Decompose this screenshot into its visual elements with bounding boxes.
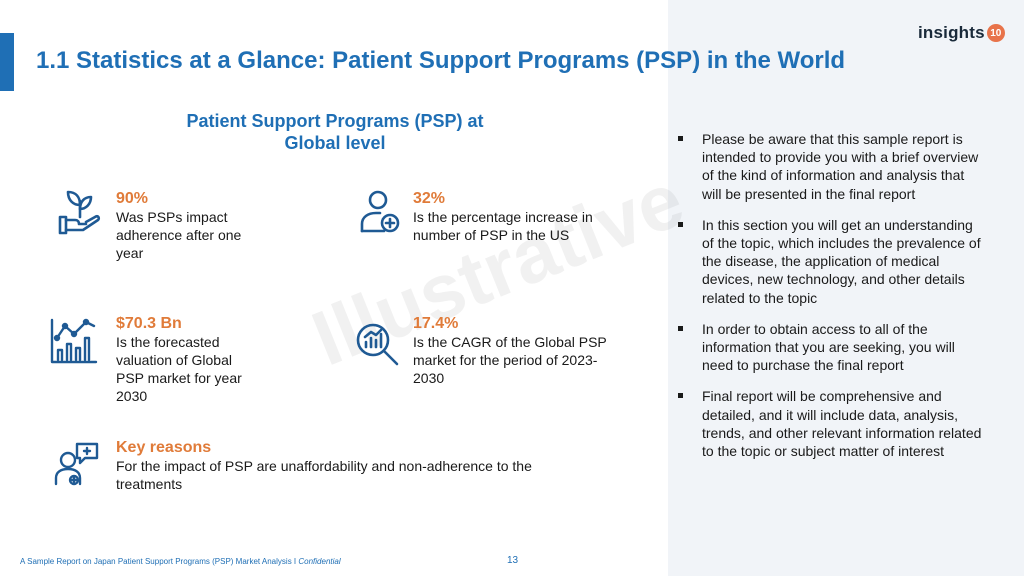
list-item-text: Please be aware that this sample report … <box>702 131 979 202</box>
list-item-text: In this section you will get an understa… <box>702 216 981 306</box>
list-item: In this section you will get an understa… <box>676 216 986 307</box>
stat-card: $70.3 Bn Is the forecasted valuation of … <box>116 314 306 405</box>
page-number: 13 <box>507 555 519 566</box>
stat-card: 90% Was PSPs impact adherence after one … <box>116 189 306 262</box>
company-logo: insights 10 <box>918 22 1005 44</box>
stat-card: 17.4% Is the CAGR of the Global PSP mark… <box>413 314 613 387</box>
section-heading: Patient Support Programs (PSP) at Global… <box>186 111 484 153</box>
doctor-consult-icon <box>53 440 103 490</box>
stat-value: $70.3 Bn <box>116 315 182 332</box>
stat-description: For the impact of PSP are unaffordabilit… <box>116 458 532 492</box>
bullet-square-icon <box>678 325 683 331</box>
stat-value: 32% <box>413 190 446 207</box>
title-accent-bar <box>0 33 14 91</box>
bullet-square-icon <box>678 136 683 141</box>
stat-description: Is the percentage increase in number of … <box>413 209 593 243</box>
right-panel <box>668 0 1024 576</box>
stat-description: Is the CAGR of the Global PSP market for… <box>413 334 607 386</box>
bullet-square-icon <box>678 221 683 227</box>
logo-text: insights <box>918 23 985 42</box>
list-item: Please be aware that this sample report … <box>676 130 986 203</box>
growth-chart-icon <box>48 316 98 366</box>
notes-list: Please be aware that this sample report … <box>676 130 986 473</box>
list-item-text: In order to obtain access to all of the … <box>702 320 955 374</box>
stat-card: 32% Is the percentage increase in number… <box>413 189 613 244</box>
list-item: Final report will be comprehensive and d… <box>676 387 986 460</box>
hands-plant-icon <box>55 187 105 237</box>
page-title: 1.1 Statistics at a Glance: Patient Supp… <box>36 47 846 74</box>
stat-value: 17.4% <box>413 315 459 332</box>
logo-badge: 10 <box>986 24 1005 42</box>
stat-card: Key reasons For the impact of PSP are un… <box>116 438 586 493</box>
stat-description: Is the forecasted valuation of Global PS… <box>116 334 242 404</box>
stat-value: 90% <box>116 190 149 207</box>
magnifier-chart-icon <box>353 320 403 370</box>
list-item: In order to obtain access to all of the … <box>676 320 986 375</box>
patient-icon <box>356 187 406 237</box>
footer: A Sample Report on Japan Patient Support… <box>20 557 341 566</box>
stat-description: Was PSPs impact adherence after one year <box>116 209 242 261</box>
footer-text: A Sample Report on Japan Patient Support… <box>20 557 297 566</box>
bullet-square-icon <box>678 393 683 399</box>
stat-value: Key reasons <box>116 439 212 456</box>
footer-confidential: Confidential <box>298 557 341 566</box>
list-item-text: Final report will be comprehensive and d… <box>702 388 982 460</box>
